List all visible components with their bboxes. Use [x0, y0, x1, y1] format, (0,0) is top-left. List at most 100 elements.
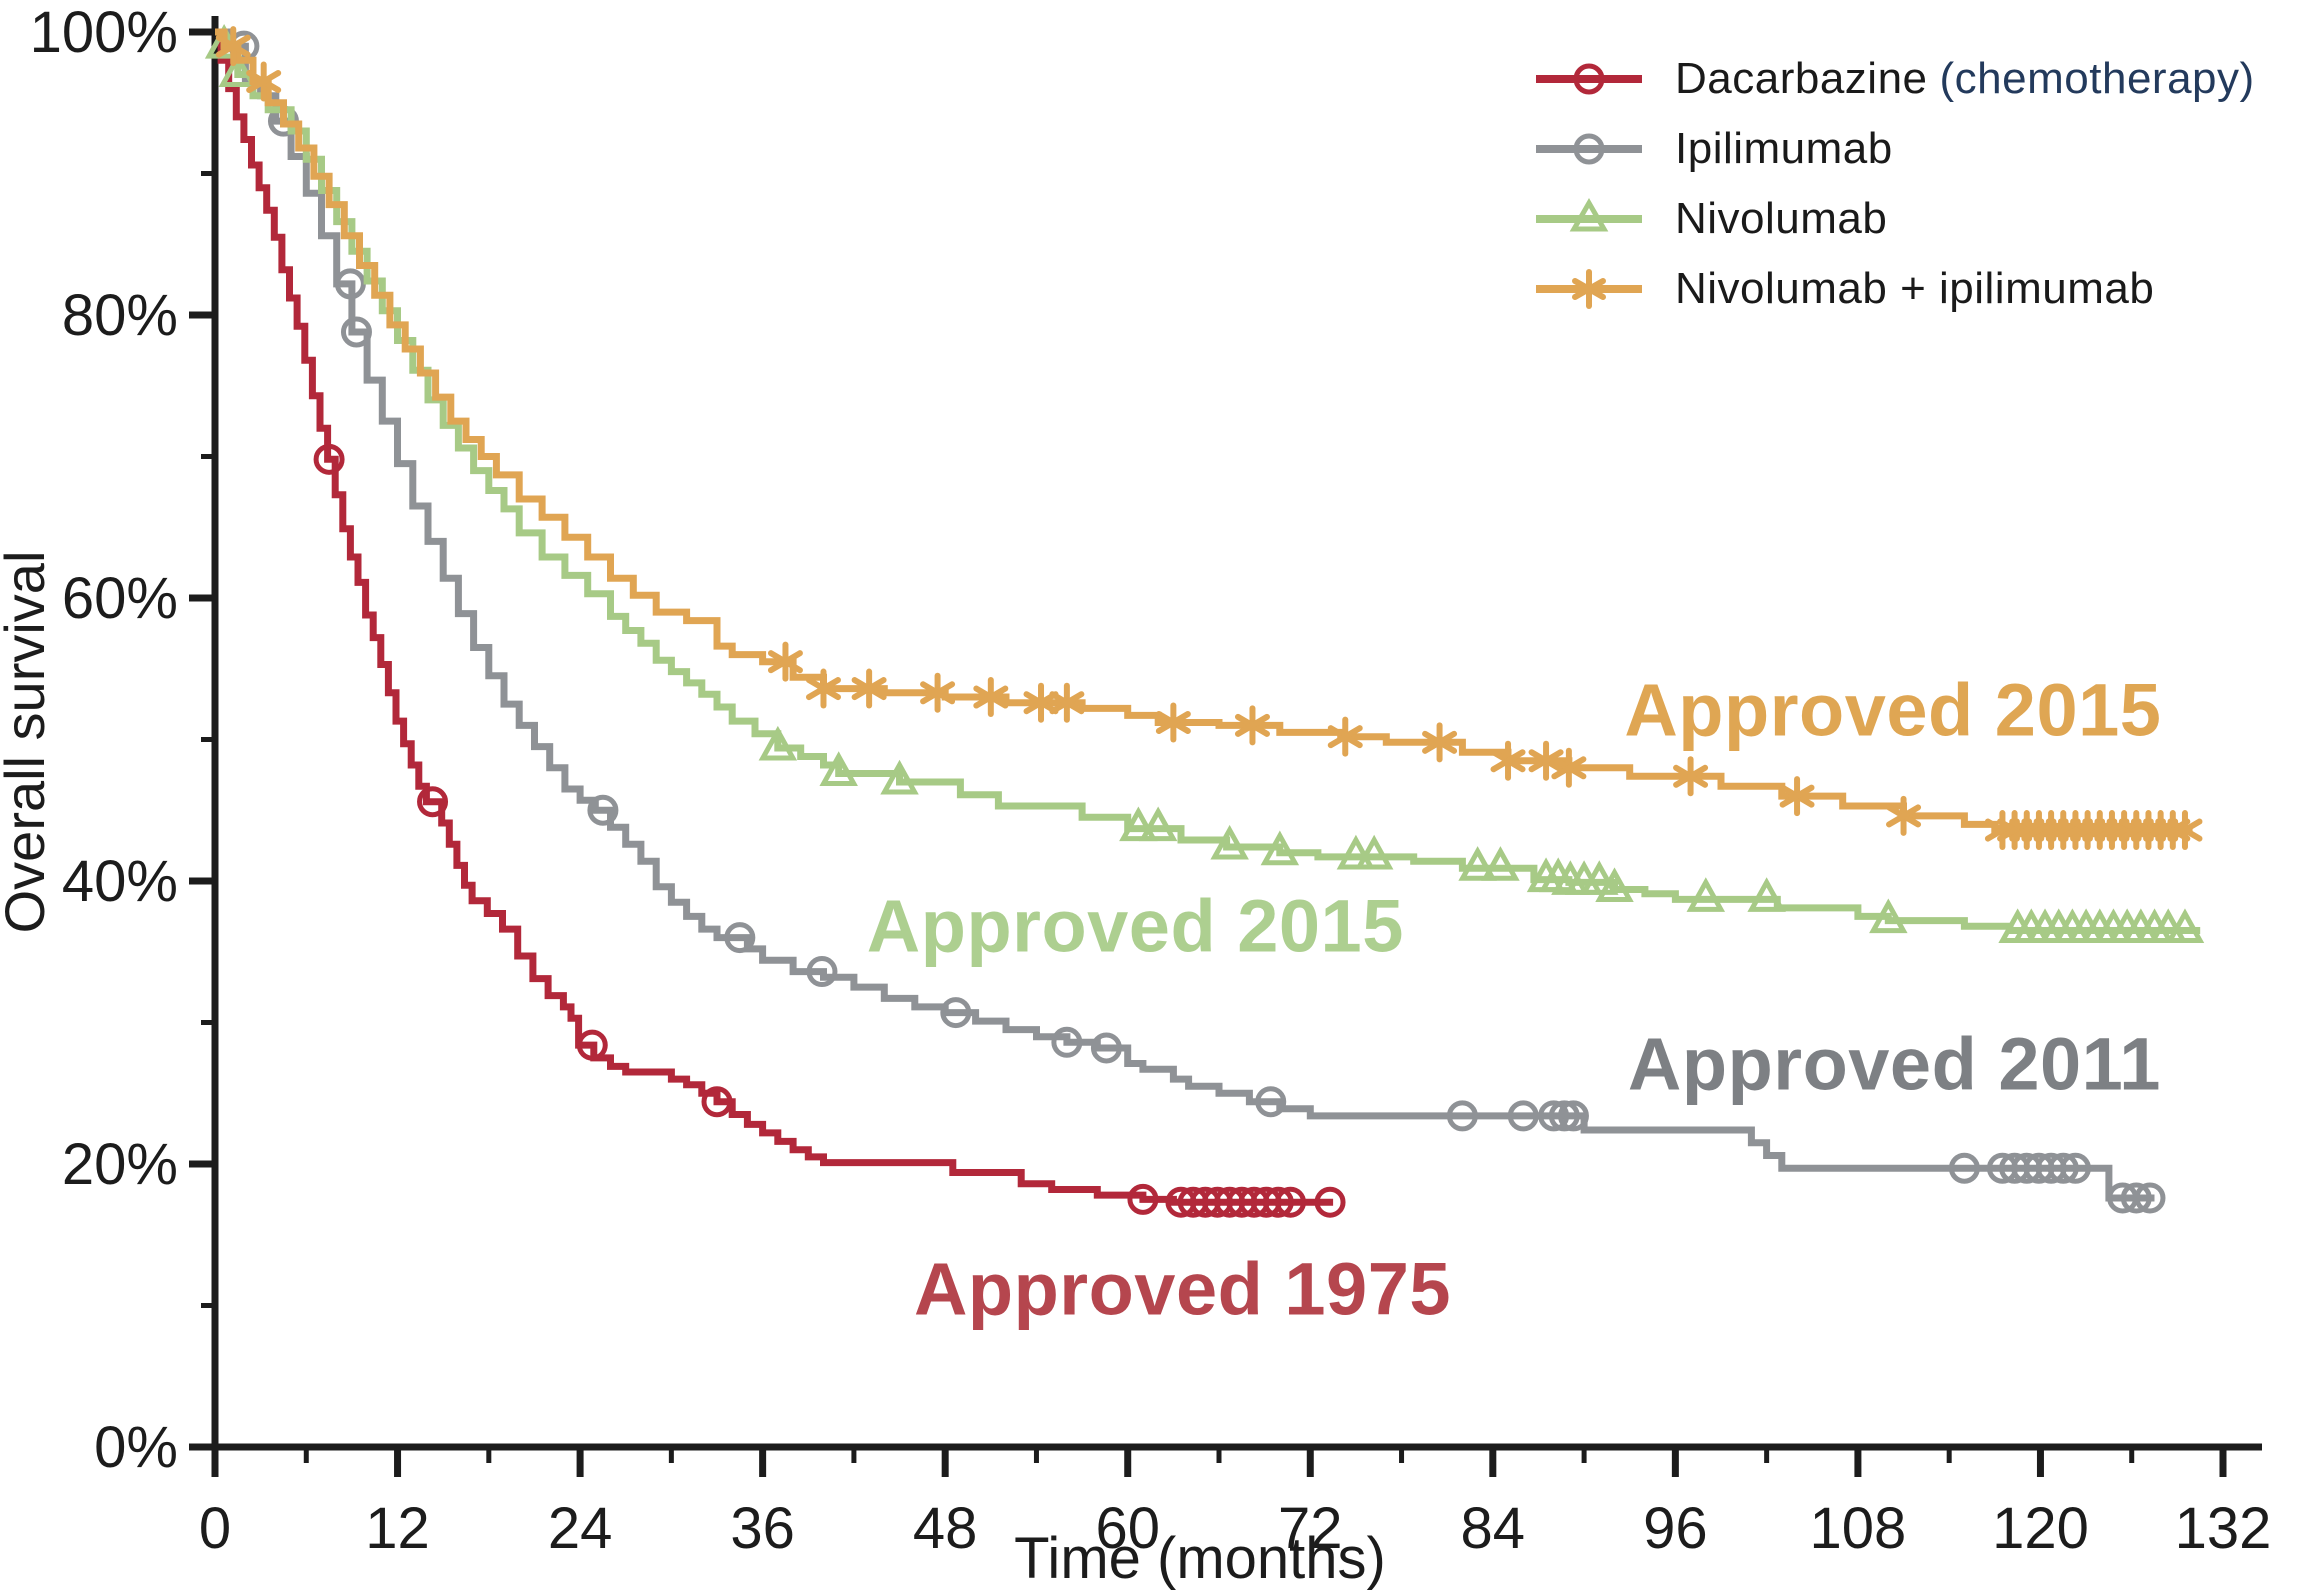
legend-item-nivolumab: Nivolumab [1533, 184, 2255, 254]
legend-label-text: Nivolumab + ipilimumab [1675, 264, 2155, 313]
legend: Dacarbazine (chemotherapy) Ipilimumab Niv… [1533, 44, 2255, 324]
line [1673, 764, 1709, 788]
censor-asterisk [246, 61, 282, 102]
censor-circle [1255, 1086, 1287, 1118]
censor-circle [576, 1029, 608, 1061]
censor-circle [2134, 1182, 2166, 1214]
censor-asterisk [1155, 702, 1191, 743]
censor-circle [1548, 1100, 1580, 1132]
censor-triangle [758, 725, 798, 761]
censor-triangle [1481, 846, 1520, 881]
censor-triangle [1354, 834, 1394, 870]
censor-triangle [1595, 867, 1634, 902]
annotation-approved-2015-combo: Approved 2015 [1624, 668, 2162, 752]
line [851, 677, 887, 701]
censor-triangle [218, 52, 258, 87]
censor-circle [313, 443, 345, 475]
line [1551, 756, 1587, 780]
censor-circle [701, 1086, 733, 1118]
censor-circle [1314, 1186, 1346, 1218]
legend-label: Nivolumab [1675, 194, 1887, 244]
censor-circle [2059, 1152, 2091, 1184]
legend-label-text: Dacarbazine [1675, 54, 1928, 103]
censor-circle [940, 997, 972, 1029]
censor-marks-dacarbazine [313, 443, 1346, 1218]
line [1155, 711, 1191, 735]
censor-marks-nivolumab-ipilimumab [215, 26, 2203, 851]
censor-circle [587, 794, 619, 826]
triangle-marker-icon [1536, 197, 1642, 232]
censor-asterisk [1049, 682, 1085, 723]
line [920, 681, 956, 705]
y-tick-label: 80% [62, 283, 178, 348]
legend-item-dacarbazine: Dacarbazine (chemotherapy) [1533, 44, 2255, 114]
line [246, 70, 282, 94]
censor-asterisk [920, 672, 956, 713]
line [767, 650, 803, 674]
censor-triangle [1119, 806, 1158, 842]
x-tick-label: 120 [1992, 1496, 2089, 1561]
legend-item-nivolumab-ipilimumab: Nivolumab + ipilimumab [1533, 254, 2255, 324]
y-tick-label: 0% [94, 1415, 178, 1480]
censor-circle [417, 786, 449, 818]
censor-circle [1051, 1026, 1083, 1058]
censor-circle [340, 316, 372, 348]
censor-circle [1090, 1032, 1122, 1064]
y-tick-label: 100% [30, 0, 178, 65]
censor-circle [1557, 1100, 1589, 1132]
annotation-approved-2011-ipilimumab: Approved 2011 [1627, 1022, 2161, 1106]
curve-ipilimumab [215, 28, 2155, 1202]
censor-circle [806, 956, 838, 988]
x-tick-label: 48 [913, 1496, 978, 1561]
censor-circle [2047, 1152, 2079, 1184]
line [1023, 691, 1059, 715]
y-tick-label: 60% [62, 566, 178, 631]
censor-asterisk [2167, 810, 2203, 851]
censor-triangle [1210, 824, 1249, 860]
legend-item-ipilimumab: Ipilimumab [1533, 114, 2255, 184]
censor-marks-nivolumab [204, 24, 2205, 944]
censor-circle [724, 922, 756, 954]
censor-triangle [1580, 860, 1619, 895]
censor-asterisk [851, 668, 887, 709]
censor-asterisk [1528, 740, 1564, 781]
legend-label-text: Ipilimumab [1675, 124, 1893, 173]
x-tick-label: 12 [365, 1496, 430, 1561]
line [1049, 691, 1085, 715]
legend-label: Nivolumab + ipilimumab [1675, 264, 2154, 314]
censor-triangle [1138, 806, 1178, 842]
line [2167, 818, 2203, 842]
censor-triangle [1686, 877, 1726, 912]
censor-asterisk [215, 26, 251, 67]
x-tick-label: 72 [1278, 1496, 1343, 1561]
line [805, 677, 841, 701]
curve-dacarbazine [215, 28, 1334, 1206]
censor-triangle [819, 751, 858, 786]
censor-circle [1274, 1186, 1306, 1218]
line [1886, 804, 1922, 828]
censor-circle [1127, 1183, 1159, 1215]
line [1234, 713, 1270, 737]
censor-asterisk [1490, 740, 1526, 781]
censor-triangle [1458, 846, 1497, 881]
y-tick-label: 40% [62, 849, 178, 914]
legend-label-text: Nivolumab [1675, 194, 1888, 243]
x-tick-label: 96 [1643, 1496, 1708, 1561]
annotation-approved-2015-nivolumab: Approved 2015 [866, 884, 1404, 968]
censor-circle [1446, 1100, 1478, 1132]
censor-triangle [1260, 830, 1300, 866]
x-tick-label: 24 [548, 1496, 613, 1561]
legend-label: Dacarbazine (chemotherapy) [1675, 54, 2255, 104]
censor-triangle [1747, 877, 1786, 912]
censor-triangle [2165, 908, 2205, 944]
censor-circle [334, 268, 366, 300]
annotation-approved-1975-dacarbazine: Approved 1975 [913, 1247, 1452, 1331]
legend-label-suffix: (chemotherapy) [1939, 54, 2255, 103]
censor-asterisk [1422, 722, 1458, 763]
x-tick-label: 108 [1810, 1496, 1907, 1561]
x-tick-label: 84 [1461, 1496, 1526, 1561]
censor-asterisk [1886, 795, 1922, 836]
line [1528, 749, 1564, 773]
line [215, 34, 251, 58]
